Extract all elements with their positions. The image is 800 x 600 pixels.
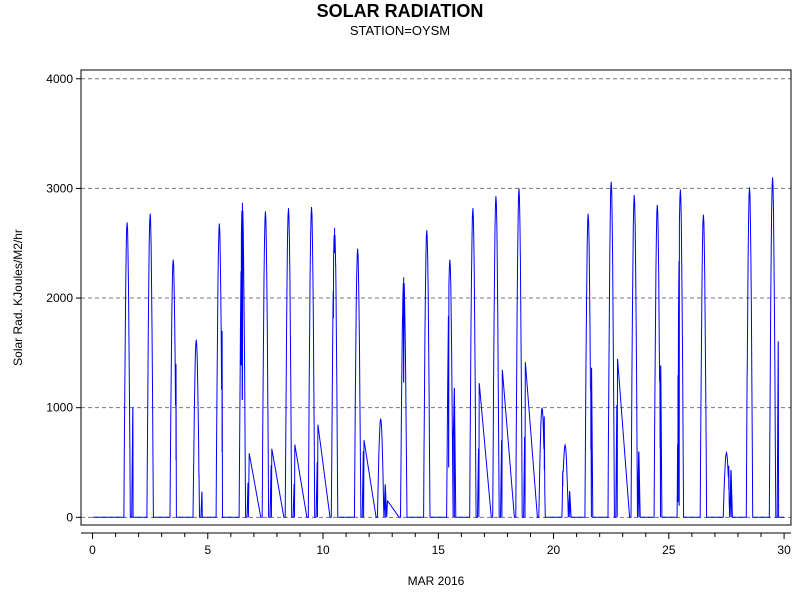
x-tick-label: 5 <box>204 543 211 557</box>
y-tick-label: 3000 <box>46 181 73 195</box>
x-tick-label: 25 <box>662 543 676 557</box>
y-tick-label: 4000 <box>46 72 73 86</box>
chart-title: SOLAR RADIATION <box>316 1 484 21</box>
x-tick-label: 20 <box>547 543 561 557</box>
chart-subtitle: STATION=OYSM <box>349 23 451 38</box>
y-axis-label: Solar Rad. KJoules/M2/hr <box>11 229 25 366</box>
x-tick-label: 15 <box>432 543 446 557</box>
x-axis-ticks: 0 5 10 15 20 25 30 <box>89 533 791 557</box>
x-tick-label: 30 <box>777 543 791 557</box>
x-tick-label: 0 <box>89 543 96 557</box>
y-tick-label: 2000 <box>46 291 73 305</box>
y-axis-ticks: 0 1000 2000 3000 4000 <box>46 72 81 524</box>
x-axis-label: MAR 2016 <box>408 574 465 588</box>
plot-area-frame <box>80 69 792 526</box>
gridlines <box>81 78 791 518</box>
y-tick-label: 0 <box>66 510 73 524</box>
solar-radiation-series-line <box>92 177 785 518</box>
x-tick-label: 10 <box>316 543 330 557</box>
y-tick-label: 1000 <box>46 401 73 415</box>
